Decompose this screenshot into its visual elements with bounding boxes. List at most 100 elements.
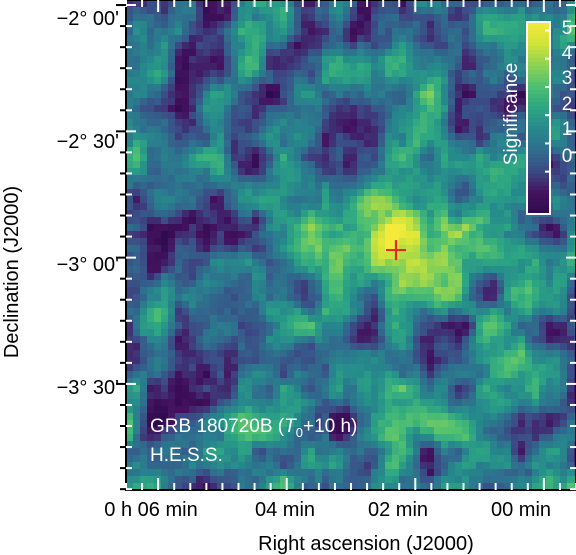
heatmap-cell [567,98,575,106]
heatmap-cell [490,14,498,22]
heatmap-cell [476,469,484,477]
heatmap-cell [210,427,218,435]
heatmap-cell [392,455,400,463]
heatmap-cell [399,455,407,463]
heatmap-cell [147,84,155,92]
heatmap-cell [259,238,267,246]
heatmap-cell [448,259,456,267]
heatmap-cell [308,266,316,274]
heatmap-cell [462,483,470,490]
heatmap-cell [217,483,225,490]
heatmap-cell [133,406,141,414]
heatmap-cell [308,49,316,57]
heatmap-cell [518,441,526,449]
heatmap-cell [455,336,463,344]
heatmap-cell [224,322,232,330]
heatmap-cell [434,259,442,267]
heatmap-cell [399,7,407,15]
heatmap-cell [175,224,183,232]
heatmap-cell [518,287,526,295]
heatmap-cell [371,245,379,253]
heatmap-cell [343,448,351,456]
heatmap-cell [175,434,183,442]
heatmap-cell [203,238,211,246]
heatmap-cell [147,14,155,22]
heatmap-cell [357,420,365,428]
heatmap-cell [336,378,344,386]
heatmap-cell [525,308,533,316]
heatmap-cell [287,329,295,337]
heatmap-cell [210,266,218,274]
heatmap-cell [427,315,435,323]
heatmap-cell [413,84,421,92]
heatmap-cell [175,462,183,470]
heatmap-cell [511,441,519,449]
heatmap-cell [469,7,477,15]
heatmap-cell [490,56,498,64]
heatmap-cell [266,427,274,435]
heatmap-cell [287,287,295,295]
heatmap-cell [378,119,386,127]
heatmap-cell [301,399,309,407]
heatmap-cell [322,308,330,316]
heatmap-cell [399,238,407,246]
heatmap-cell [329,14,337,22]
heatmap-cell [224,91,232,99]
heatmap-cell [161,455,169,463]
heatmap-cell [420,315,428,323]
heatmap-cell [406,434,414,442]
heatmap-cell [266,238,274,246]
heatmap-cell [392,448,400,456]
heatmap-cell [350,63,358,71]
heatmap-cell [462,196,470,204]
heatmap-cell [168,105,176,113]
heatmap-cell [287,21,295,29]
heatmap-cell [518,189,526,197]
heatmap-cell [490,196,498,204]
heatmap-cell [252,245,260,253]
heatmap-cell [504,126,512,134]
heatmap-cell [420,98,428,106]
heatmap-cell [322,476,330,484]
heatmap-cell [427,364,435,372]
heatmap-cell [196,280,204,288]
heatmap-cell [196,154,204,162]
heatmap-cell [483,217,491,225]
heatmap-cell [175,77,183,85]
heatmap-cell [378,231,386,239]
heatmap-cell [567,119,575,127]
heatmap-cell [406,21,414,29]
heatmap-cell [427,84,435,92]
heatmap-cell [364,224,372,232]
heatmap-cell [259,42,267,50]
heatmap-cell [504,98,512,106]
heatmap-cell [273,119,281,127]
heatmap-cell [175,154,183,162]
heatmap-cell [560,378,568,386]
heatmap-cell [497,280,505,288]
heatmap-cell [259,406,267,414]
heatmap-cell [273,427,281,435]
heatmap-cell [448,336,456,344]
heatmap-cell [154,280,162,288]
heatmap-cell [224,406,232,414]
heatmap-cell [175,343,183,351]
heatmap-cell [252,336,260,344]
heatmap-cell [553,273,561,281]
heatmap-cell [140,434,148,442]
heatmap-cell [161,189,169,197]
heatmap-cell [336,49,344,57]
heatmap-cell [182,252,190,260]
heatmap-cell [217,147,225,155]
heatmap-cell [329,189,337,197]
heatmap-cell [133,119,141,127]
heatmap-cell [511,273,519,281]
heatmap-cell [161,14,169,22]
heatmap-cell [504,427,512,435]
heatmap-cell [420,21,428,29]
heatmap-cell [140,119,148,127]
heatmap-cell [343,105,351,113]
heatmap-cell [406,399,414,407]
heatmap-cell [231,308,239,316]
heatmap-cell [420,301,428,309]
